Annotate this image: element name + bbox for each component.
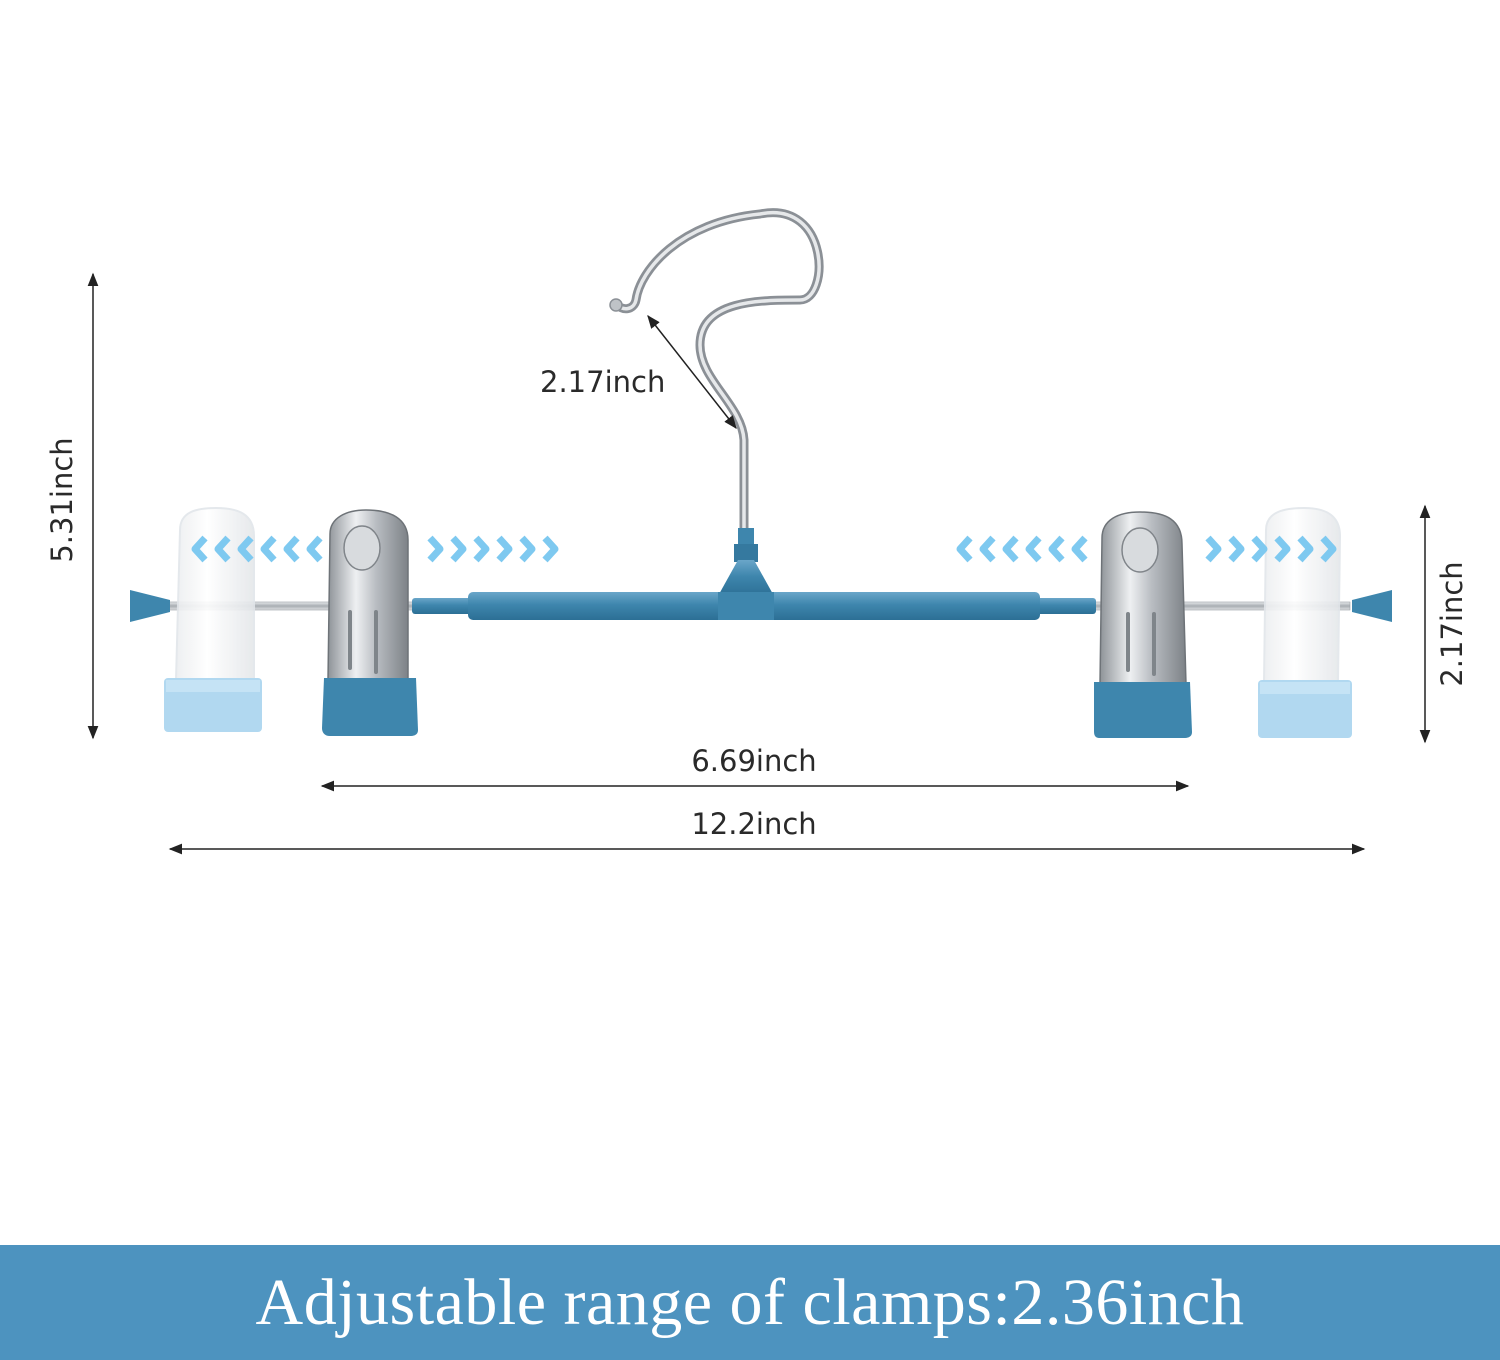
left-end-cap (130, 590, 170, 622)
total-width-label: 12.2inch (691, 807, 816, 841)
blue-bar (412, 592, 1096, 620)
clip-right-rubber (1094, 682, 1192, 738)
right-end-cap (1352, 590, 1392, 622)
clip-height-label: 2.17inch (1435, 561, 1469, 686)
hook-size-label: 2.17inch (540, 365, 665, 399)
clip-left (322, 510, 418, 736)
total-height-label: 5.31inch (45, 437, 79, 562)
adjustable-range-banner: Adjustable range of clamps:2.36inch (0, 1245, 1500, 1360)
banner-text: Adjustable range of clamps:2.36inch (256, 1265, 1245, 1341)
adjust-arrows-right-inward (960, 538, 1085, 560)
clip-left-rubber (322, 678, 418, 736)
adjust-arrows-left-outward (430, 538, 555, 560)
neck-fitting (718, 528, 774, 596)
hook-tip (610, 299, 622, 311)
inner-span-label: 6.69inch (691, 744, 816, 778)
clip-right (1094, 512, 1192, 738)
